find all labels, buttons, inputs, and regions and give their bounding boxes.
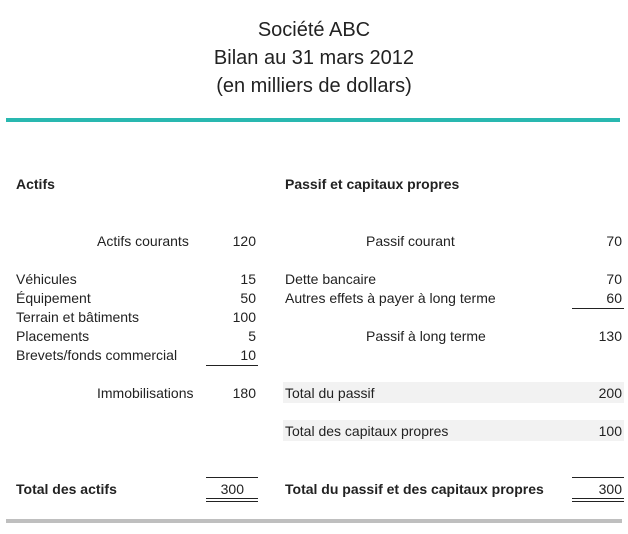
long-term-liabilities-total-value: 130 [598,328,622,344]
fixed-asset-value: 100 [232,309,256,325]
total-liabilities-equity-label: Total du passif et des capitaux propres [285,481,544,497]
total-equity-label: Total des capitaux propres [285,423,449,439]
fixed-asset-label: Véhicules [16,271,77,287]
fixed-asset-value: 50 [240,290,256,306]
long-term-liabilities-total-label: Passif à long terme [366,328,486,344]
current-assets-label: Actifs courants [97,233,189,249]
total-liabilities-equity-value: 300 [598,481,622,497]
fixed-asset-label: Brevets/fonds commercial [16,347,178,363]
long-term-liability-label: Dette bancaire [285,271,377,287]
current-liabilities-label: Passif courant [366,233,455,249]
long-term-liability-value: 70 [606,271,622,287]
assets-heading: Actifs [16,176,55,192]
fixed-asset-value: 10 [240,347,256,363]
current-liabilities-value: 70 [606,233,622,249]
fixed-assets-total-value: 180 [232,385,256,401]
fixed-asset-label: Équipement [16,290,91,306]
total-double-underline [206,498,258,499]
fixed-assets-total-label: Immobilisations [97,385,194,401]
total-liabilities-row-shade [283,382,624,403]
header-divider [6,118,620,122]
total-liabilities-value: 200 [598,385,622,401]
total-double-underline [572,498,624,499]
total-equity-row-shade [283,420,624,441]
units-subtitle: (en milliers de dollars) [216,75,412,97]
company-name: Société ABC [257,19,371,41]
total-double-underline [572,501,624,502]
fixed-asset-label: Terrain et bâtiments [16,309,139,325]
long-term-liability-value: 60 [606,290,622,306]
total-assets-value: 300 [220,481,244,497]
fixed-asset-value: 5 [248,328,256,344]
subtotal-underline [572,308,624,309]
current-assets-value: 120 [232,233,256,249]
total-double-underline [206,501,258,502]
liabilities-heading: Passif et capitaux propres [285,176,460,192]
statement-title: Bilan au 31 mars 2012 [213,47,415,69]
total-assets-label: Total des actifs [16,481,117,497]
fixed-asset-label: Placements [16,328,90,344]
subtotal-underline [206,365,258,366]
total-equity-value: 100 [598,423,622,439]
total-liabilities-label: Total du passif [285,385,375,401]
total-overline [572,477,624,478]
fixed-asset-value: 15 [240,271,256,287]
total-overline [206,477,258,478]
footer-divider [6,519,622,523]
long-term-liability-label: Autres effets à payer à long terme [285,290,496,306]
